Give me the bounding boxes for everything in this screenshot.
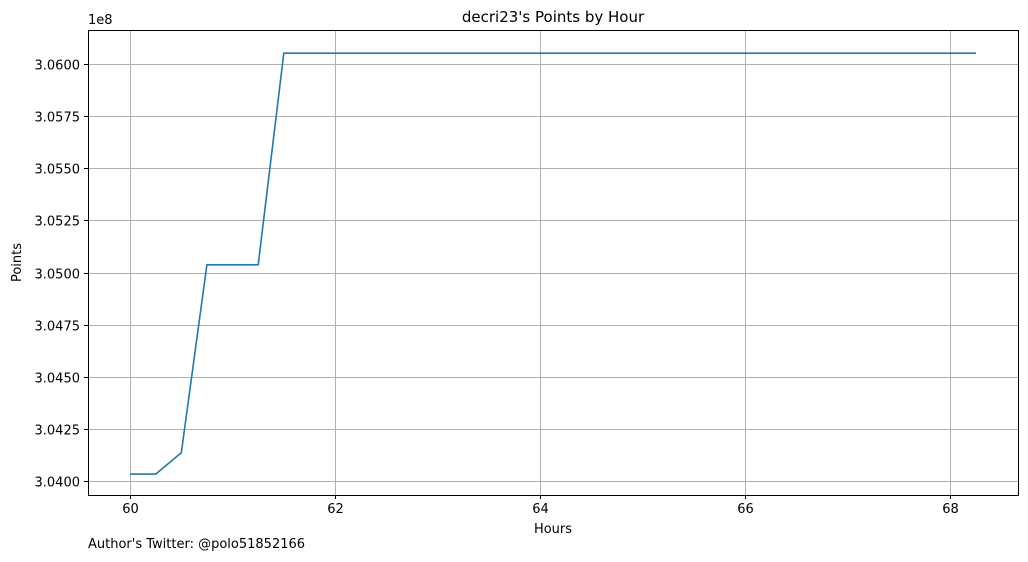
y-tick-label: 3.0425 — [35, 424, 81, 439]
axis-ticks: 60 62 64 66 68 3.0400 3.0425 3.0450 3.0475 3.0500… — [35, 59, 959, 518]
y-tick-label: 3.0500 — [35, 268, 81, 283]
plot-frame — [88, 30, 1019, 496]
author-credit: Author's Twitter: @polo51852166 — [88, 537, 306, 552]
x-tick-label: 68 — [942, 502, 959, 517]
y-tick-label: 3.0525 — [35, 215, 81, 230]
x-tick-label: 60 — [122, 502, 139, 517]
x-tick-label: 62 — [327, 502, 344, 517]
y-tick-label: 3.0600 — [35, 59, 81, 74]
y-tick-label: 3.0550 — [35, 163, 81, 178]
y-axis-offset-label: 1e8 — [88, 13, 113, 28]
x-axis-label: Hours — [534, 522, 572, 537]
y-tick-label: 3.0575 — [35, 111, 81, 126]
y-tick-label: 3.0475 — [35, 320, 81, 335]
series-layer — [130, 52, 976, 475]
series-line — [130, 52, 976, 475]
y-tick-label: 3.0400 — [35, 476, 81, 491]
y-tick-label: 3.0450 — [35, 372, 81, 387]
grid-lines — [88, 30, 1018, 495]
x-tick-label: 64 — [532, 502, 549, 517]
chart-title: decri23's Points by Hour — [462, 8, 645, 26]
x-tick-label: 66 — [737, 502, 754, 517]
y-axis-label: Points — [10, 243, 25, 282]
